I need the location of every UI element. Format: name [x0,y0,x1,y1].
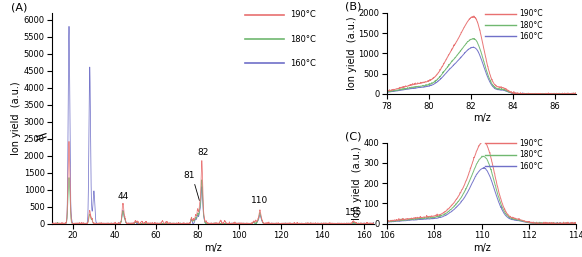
Text: 160°C: 160°C [519,162,543,171]
Y-axis label: Ion yield  (a.u.): Ion yield (a.u.) [352,146,362,220]
Text: 160°C: 160°C [290,59,317,68]
Text: (C): (C) [345,131,362,141]
X-axis label: m/z: m/z [473,113,491,123]
X-axis label: m/z: m/z [204,243,222,253]
Text: 180°C: 180°C [290,35,317,44]
Text: 190°C: 190°C [290,11,316,20]
Text: 190°C: 190°C [519,139,543,148]
Text: 180°C: 180°C [519,150,543,159]
Text: 180°C: 180°C [519,21,543,30]
Text: (A): (A) [10,3,27,13]
Text: (B): (B) [345,2,361,12]
Text: 155: 155 [345,208,362,217]
X-axis label: m/z: m/z [473,243,491,253]
Text: 82: 82 [197,148,208,157]
Y-axis label: Ion yield  (a.u.): Ion yield (a.u.) [11,81,21,155]
Text: 190°C: 190°C [519,9,543,18]
Text: 81: 81 [184,171,195,180]
Text: 110: 110 [251,196,268,205]
Text: 160°C: 160°C [519,32,543,41]
Y-axis label: Ion yield  (a.u.): Ion yield (a.u.) [347,16,357,90]
Text: 44: 44 [118,192,129,201]
